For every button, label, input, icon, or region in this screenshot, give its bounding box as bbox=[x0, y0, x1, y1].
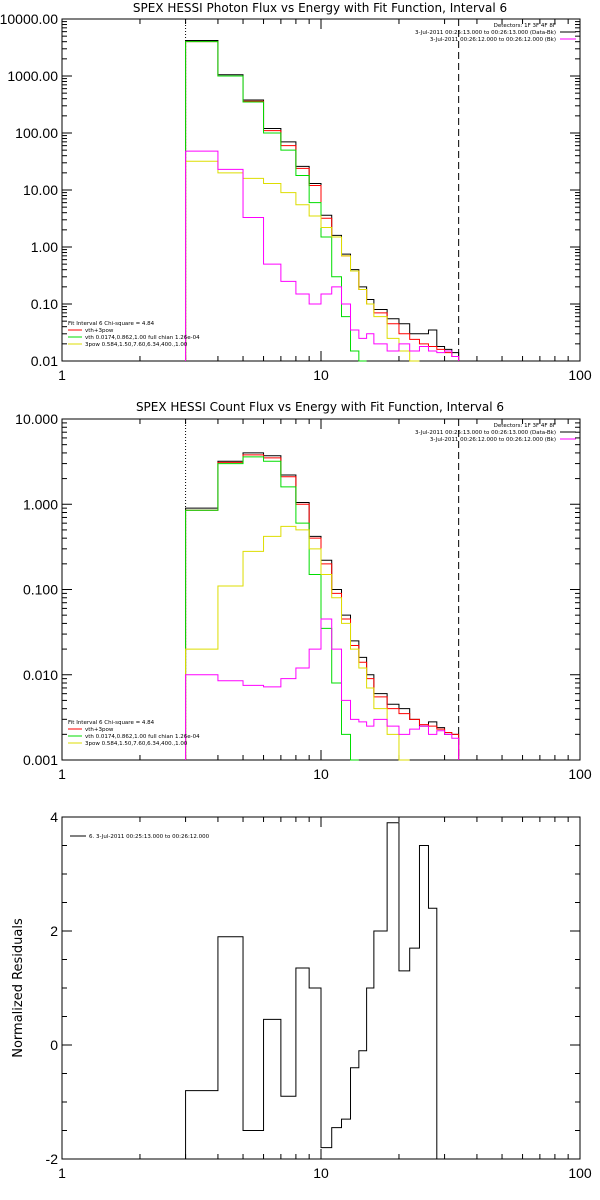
count-flux-y-tick-label: 0.001 bbox=[23, 752, 58, 768]
count-flux-series-bk bbox=[185, 618, 460, 760]
count-flux-legend-fit-text: vth 0.0174,0.862,1.00 full chian 1.26e-0… bbox=[85, 734, 200, 740]
residuals-y-tick-label: 4 bbox=[50, 809, 58, 825]
photon-flux-x-tick-label: 1 bbox=[58, 367, 66, 383]
residuals-series-residual bbox=[185, 822, 445, 1160]
photon-flux-legend-detectors: Detectors: 1F 3F 4F 8F3-Jul-2011 00:25:1… bbox=[415, 23, 576, 43]
photon-flux-ticks bbox=[61, 18, 581, 362]
count-flux-legend-fit-text: 3pow 0.584,1.50,7.60,6.34,400.,1.00 bbox=[85, 741, 188, 747]
photon-flux-x-tick-label: 100 bbox=[568, 367, 592, 383]
photon-flux-y-tick-label: 0.10 bbox=[31, 296, 58, 312]
count-flux-y-tick-label: 0.010 bbox=[23, 667, 58, 683]
residuals-legend: 6. 3-Jul-2011 00:25:13.000 to 00:26:12.0… bbox=[70, 834, 210, 840]
count-flux-title: SPEX HESSI Count Flux vs Energy with Fit… bbox=[136, 400, 504, 414]
residuals-ticks bbox=[61, 816, 581, 1160]
photon-flux-range-markers bbox=[185, 19, 460, 361]
residuals-panel: Normalized Residuals 1 10 100 -2 0 2 4 6. 3-Ju… bbox=[11, 809, 592, 1181]
photon-flux-legend-fit-text: vth+3pow bbox=[85, 328, 114, 334]
count-flux-x-tick-label: 10 bbox=[313, 766, 329, 782]
photon-flux-y-tick-label: 10.00 bbox=[23, 182, 58, 198]
count-flux-tick-labels: 1 10 100 0.001 0.010 0.100 1.000 10.000 bbox=[15, 411, 592, 782]
photon-flux-series-bk bbox=[185, 150, 460, 361]
photon-flux-series-vth-3pow bbox=[185, 41, 460, 361]
photon-flux-legend-detector-text: 3-Jul-2011 00:26:12.000 to 00:26:12.000 … bbox=[430, 37, 556, 43]
residuals-series bbox=[185, 822, 445, 1160]
count-flux-legend-detector-text: 3-Jul-2011 00:26:12.000 to 00:26:12.000 … bbox=[430, 437, 556, 443]
count-flux-y-tick-label: 10.000 bbox=[15, 411, 58, 427]
residuals-x-tick-label: 100 bbox=[568, 1165, 592, 1181]
count-flux-series-vth-3pow bbox=[185, 454, 460, 760]
residuals-legend-text: 6. 3-Jul-2011 00:25:13.000 to 00:26:12.0… bbox=[89, 834, 210, 840]
residuals-x-tick-label: 1 bbox=[58, 1165, 66, 1181]
photon-flux-y-tick-label: 100.00 bbox=[15, 125, 58, 141]
photon-flux-series-data-bk bbox=[185, 39, 460, 361]
count-flux-series-3pow bbox=[185, 525, 410, 761]
count-flux-y-tick-label: 0.100 bbox=[23, 582, 58, 598]
photon-flux-x-tick-label: 10 bbox=[313, 367, 329, 383]
photon-flux-y-tick-label: 1000.00 bbox=[7, 68, 58, 84]
count-flux-series-data-bk bbox=[185, 452, 460, 760]
residuals-y-tick-label: -2 bbox=[46, 1151, 59, 1167]
count-flux-legend-fit-text: vth+3pow bbox=[85, 727, 114, 733]
photon-flux-y-tick-label: 10000.00 bbox=[0, 11, 58, 27]
photon-flux-legend-fit-text: 3pow 0.584,1.50,7.60,6.34,400.,1.00 bbox=[85, 342, 188, 348]
photon-flux-tick-labels: 1 10 100 0.01 0.10 1.00 10.00 100.00 1000.00 1000… bbox=[0, 11, 592, 383]
residuals-y-tick-label: 2 bbox=[50, 923, 58, 939]
photon-flux-y-tick-label: 1.00 bbox=[31, 239, 58, 255]
photon-flux-series bbox=[185, 39, 460, 362]
count-flux-legend-detectors: Detectors: 1F 3F 4F 8F3-Jul-2011 00:25:1… bbox=[415, 423, 576, 443]
residuals-tick-labels: 1 10 100 -2 0 2 4 bbox=[46, 809, 592, 1181]
count-flux-legend-detector-text: 3-Jul-2011 00:25:13.000 to 00:26:13.000 … bbox=[415, 430, 556, 436]
photon-flux-series-3pow bbox=[185, 160, 420, 362]
count-flux-panel: SPEX HESSI Count Flux vs Energy with Fit… bbox=[15, 400, 592, 782]
count-flux-range-markers bbox=[185, 419, 460, 760]
photon-flux-title: SPEX HESSI Photon Flux vs Energy with Fi… bbox=[133, 1, 507, 15]
residuals-y-tick-label: 0 bbox=[50, 1037, 58, 1053]
count-flux-y-tick-label: 1.000 bbox=[23, 496, 58, 512]
count-flux-x-tick-label: 1 bbox=[58, 766, 66, 782]
photon-flux-legend-fit: Fit Interval 6 Chi-square = 4.84vth+3pow… bbox=[68, 321, 200, 348]
photon-flux-legend-fit-text: vth 0.0174,0.862,1.00 full chian 1.26e-0… bbox=[85, 335, 200, 341]
photon-flux-y-tick-label: 0.01 bbox=[31, 353, 58, 369]
residuals-y-axis-label: Normalized Residuals bbox=[11, 918, 26, 1058]
photon-flux-legend-detector-text: Detectors: 1F 3F 4F 8F bbox=[494, 23, 556, 29]
count-flux-legend-fit-text: Fit Interval 6 Chi-square = 4.84 bbox=[68, 720, 155, 726]
count-flux-x-tick-label: 100 bbox=[568, 766, 592, 782]
count-flux-series bbox=[185, 452, 460, 761]
photon-flux-panel: SPEX HESSI Photon Flux vs Energy with Fi… bbox=[0, 1, 592, 383]
count-flux-legend-fit: Fit Interval 6 Chi-square = 4.84vth+3pow… bbox=[68, 720, 200, 747]
photon-flux-series-vth bbox=[185, 41, 367, 362]
photon-flux-legend-fit-text: Fit Interval 6 Chi-square = 4.84 bbox=[68, 321, 155, 327]
count-flux-legend-detector-text: Detectors: 1F 3F 4F 8F bbox=[494, 423, 556, 429]
residuals-x-tick-label: 10 bbox=[313, 1165, 329, 1181]
count-flux-series-vth bbox=[185, 456, 359, 761]
photon-flux-legend-detector-text: 3-Jul-2011 00:25:13.000 to 00:26:13.000 … bbox=[415, 30, 556, 36]
